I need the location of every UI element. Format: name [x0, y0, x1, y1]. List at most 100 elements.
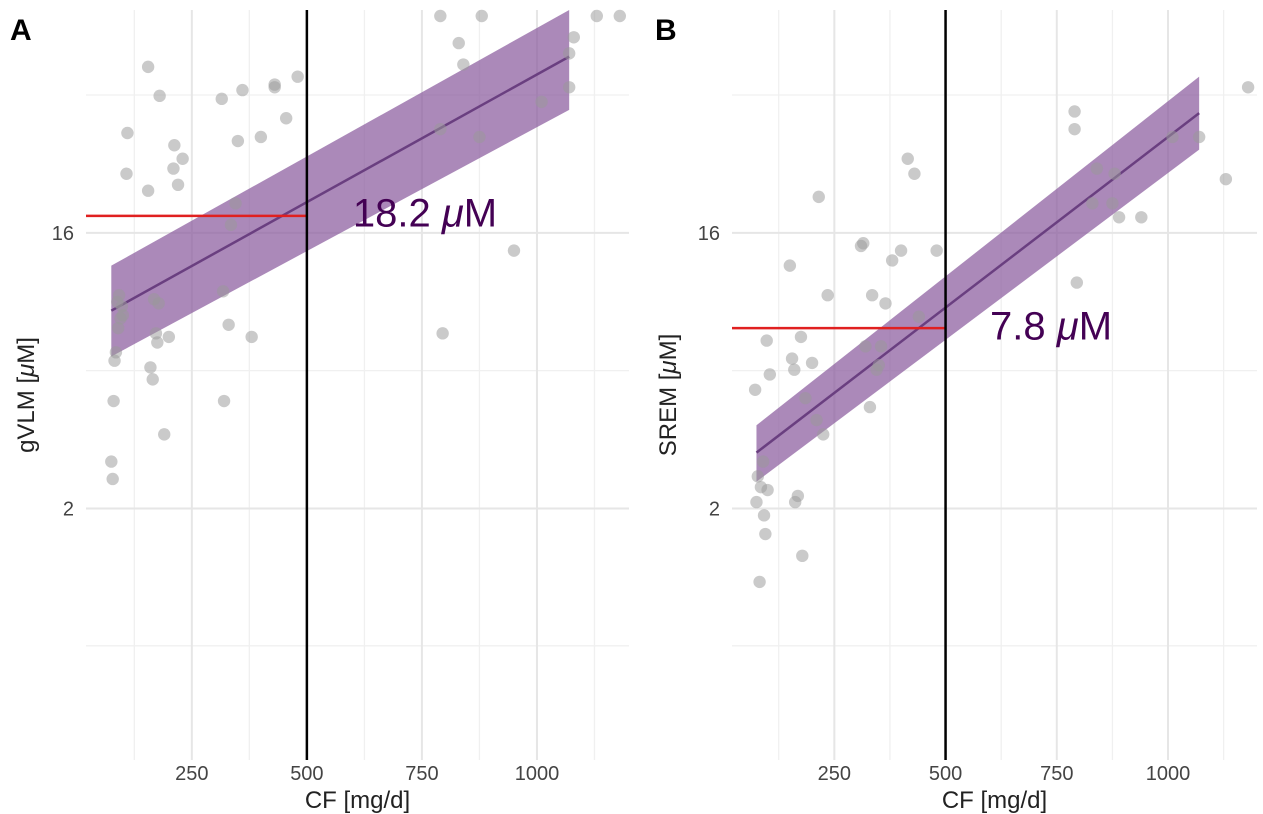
a-data-point — [590, 9, 603, 23]
a-data-point — [151, 336, 164, 349]
a-data-point — [457, 58, 470, 71]
a-data-point — [112, 289, 126, 302]
a-data-point — [434, 9, 447, 23]
b-data-point — [785, 352, 799, 365]
b-data-point — [1068, 122, 1081, 136]
a-data-point — [152, 297, 165, 310]
b-data-point — [885, 254, 899, 267]
b-panel-label: B — [655, 14, 677, 47]
a-data-point — [112, 321, 125, 335]
a-data-point — [215, 92, 228, 106]
a-data-point — [141, 60, 155, 74]
b-data-point — [879, 297, 892, 310]
b-data-point — [1112, 211, 1126, 224]
a-data-point — [475, 9, 488, 23]
b-data-point — [859, 340, 872, 353]
a-data-point — [254, 130, 268, 144]
a-x-tick-label: 500 — [290, 763, 323, 785]
b-data-point — [1090, 162, 1104, 175]
b-data-point — [796, 549, 809, 563]
a-fit-line — [110, 55, 570, 312]
b-data-point — [1106, 197, 1119, 210]
b-x-tick-label: 750 — [1040, 763, 1073, 785]
a-data-point — [231, 134, 245, 148]
a-data-point — [436, 327, 449, 340]
a-x-axis-title: CF [mg/d] — [305, 787, 410, 814]
a-data-point — [562, 81, 576, 94]
panel-a: 18.2 μM 250 500 750 1000 2 16 CF [mg/d] gVLM [μM… — [10, 9, 629, 814]
b-data-point — [791, 489, 805, 503]
b-data-point — [894, 244, 908, 257]
b-data-point — [794, 330, 808, 344]
b-data-point — [750, 495, 763, 509]
b-y-tick-label: 2 — [709, 499, 720, 521]
a-data-point — [162, 330, 176, 344]
b-y-tick-label: 16 — [698, 223, 720, 245]
b-x-tick-label: 250 — [818, 763, 851, 785]
a-data-point — [434, 122, 447, 136]
a-data-point — [121, 126, 134, 140]
b-data-point — [757, 509, 771, 522]
a-x-tick-label: 250 — [175, 763, 208, 785]
b-data-point — [872, 358, 886, 372]
a-data-point — [279, 112, 293, 125]
b-data-point — [874, 340, 888, 353]
b-y-axis-title: SREM [μM] — [655, 334, 682, 457]
a-data-point — [567, 31, 580, 44]
b-data-point — [788, 363, 801, 376]
a-data-point — [236, 83, 249, 97]
a-threshold-annotation: 18.2 μM — [353, 192, 497, 236]
b-data-point — [1219, 172, 1233, 186]
b-data-point — [1241, 81, 1255, 94]
b-data-point — [763, 368, 777, 381]
a-data-point — [153, 89, 166, 103]
b-data-point — [1166, 130, 1179, 144]
b-data-point — [863, 400, 877, 414]
b-data-point — [857, 237, 870, 250]
b-data-point — [908, 167, 921, 180]
a-data-point — [268, 78, 281, 91]
a-data-point — [176, 152, 189, 165]
b-data-point — [753, 575, 766, 589]
b-data-point — [756, 455, 770, 468]
b-data-point — [930, 244, 943, 257]
b-data-point — [805, 356, 819, 370]
a-data-point — [217, 394, 231, 408]
a-data-point — [116, 309, 130, 322]
b-data-point — [912, 310, 926, 323]
b-data-point — [817, 428, 830, 441]
a-data-point — [120, 167, 133, 180]
b-x-axis-title: CF [mg/d] — [942, 787, 1047, 814]
a-data-point — [106, 472, 119, 486]
b-data-point — [760, 334, 773, 347]
a-data-point — [115, 300, 129, 313]
b-fit-line — [755, 112, 1200, 454]
b-data-point — [759, 527, 772, 541]
b-data-point — [1086, 197, 1099, 210]
b-data-point — [821, 289, 834, 302]
b-data-point — [810, 413, 823, 427]
a-data-point — [146, 373, 159, 386]
b-data-point — [783, 259, 797, 272]
a-panel-label: A — [10, 14, 32, 47]
a-data-point — [144, 361, 157, 374]
a-x-tick-label: 750 — [405, 763, 438, 785]
b-data-point — [799, 391, 812, 405]
a-y-tick-label: 16 — [52, 223, 74, 245]
b-data-point — [1192, 130, 1206, 144]
a-data-point — [222, 318, 235, 331]
a-data-point — [613, 9, 626, 23]
a-data-point — [158, 428, 171, 441]
a-data-point — [291, 70, 304, 83]
b-data-point — [748, 383, 762, 396]
b-data-point — [761, 483, 774, 497]
b-data-point — [1068, 105, 1081, 118]
a-data-point — [107, 394, 120, 408]
a-data-point — [535, 95, 548, 109]
b-data-point — [751, 470, 765, 483]
b-x-tick-label: 1000 — [1146, 763, 1191, 785]
a-data-point — [149, 327, 163, 340]
a-data-point — [168, 139, 181, 152]
a-data-point — [562, 47, 576, 60]
